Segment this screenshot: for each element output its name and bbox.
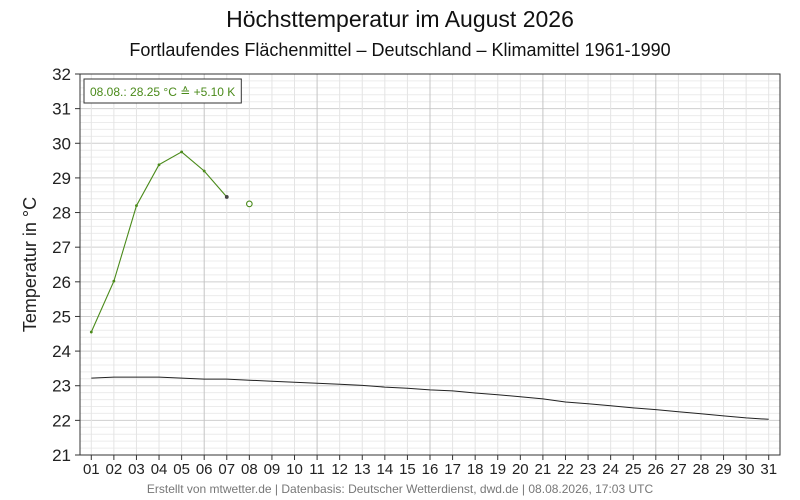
x-tick-label: 25 — [625, 461, 642, 478]
series-layer — [89, 150, 769, 420]
x-tick-label: 06 — [196, 461, 213, 478]
y-axis-ticks: 21 22 23 24 25 26 27 28 29 30 31 32 — [52, 65, 80, 465]
chart-subtitle: Fortlaufendes Flächenmittel – Deutschlan… — [129, 40, 671, 60]
data-point-current — [112, 279, 116, 283]
x-tick-label: 31 — [760, 461, 777, 478]
x-tick-label: 09 — [264, 461, 281, 478]
data-point-current — [180, 150, 184, 154]
x-tick-label: 01 — [83, 461, 100, 478]
y-tick-label: 22 — [52, 411, 71, 430]
x-tick-label: 02 — [106, 461, 123, 478]
x-tick-label: 04 — [151, 461, 168, 478]
data-point-current — [202, 169, 206, 173]
y-tick-label: 26 — [52, 273, 71, 292]
x-tick-label: 22 — [557, 461, 574, 478]
x-tick-label: 11 — [309, 461, 325, 478]
data-point-current — [157, 163, 161, 167]
x-tick-label: 16 — [422, 461, 439, 478]
x-tick-label: 05 — [173, 461, 190, 478]
y-tick-label: 23 — [52, 377, 71, 396]
footer-credit: Erstellt von mtwetter.de | Datenbasis: D… — [146, 482, 654, 496]
series-line-climate-mean — [91, 376, 769, 420]
x-tick-label: 07 — [218, 461, 235, 478]
x-tick-label: 03 — [128, 461, 145, 478]
x-axis-ticks: 01 02 03 04 05 06 07 08 09 10 11 12 13 14 15 16 17 18 19 20… — [83, 455, 777, 478]
y-tick-label: 29 — [52, 169, 71, 188]
x-tick-label: 18 — [467, 461, 484, 478]
x-tick-label: 20 — [512, 461, 529, 478]
x-tick-label: 12 — [331, 461, 348, 478]
y-tick-label: 25 — [52, 307, 71, 326]
x-tick-label: 24 — [602, 461, 619, 478]
x-tick-label: 15 — [399, 461, 416, 478]
x-tick-label: 27 — [670, 461, 687, 478]
open-point-current-value — [246, 200, 253, 208]
x-tick-label: 19 — [489, 461, 506, 478]
y-tick-label: 21 — [52, 446, 71, 465]
x-tick-label: 23 — [580, 461, 597, 478]
y-tick-label: 27 — [52, 238, 71, 257]
data-point-current — [89, 330, 93, 334]
y-tick-label: 32 — [52, 65, 71, 84]
x-tick-label: 17 — [444, 461, 461, 478]
x-tick-label: 26 — [647, 461, 664, 478]
x-tick-label: 10 — [286, 461, 303, 478]
y-tick-label: 30 — [52, 134, 71, 153]
data-point-current — [224, 195, 229, 199]
grid — [80, 73, 780, 456]
x-tick-label: 28 — [693, 461, 710, 478]
x-tick-label: 29 — [715, 461, 732, 478]
x-tick-label: 13 — [354, 461, 371, 478]
y-axis-label: Temperatur in °C — [20, 197, 40, 332]
data-point-current — [135, 204, 138, 208]
y-tick-label: 24 — [52, 342, 71, 361]
x-tick-label: 30 — [738, 461, 755, 478]
annotation-text: 08.08.: 28.25 °C ≙ +5.10 K — [90, 85, 235, 99]
y-tick-label: 31 — [52, 100, 71, 119]
x-tick-label: 14 — [376, 461, 393, 478]
x-tick-label: 21 — [535, 461, 552, 478]
y-tick-label: 28 — [52, 204, 71, 223]
x-tick-label: 08 — [241, 461, 258, 478]
chart-title: Höchsttemperatur im August 2026 — [226, 6, 574, 32]
annotation-box: 08.08.: 28.25 °C ≙ +5.10 K — [83, 78, 242, 104]
